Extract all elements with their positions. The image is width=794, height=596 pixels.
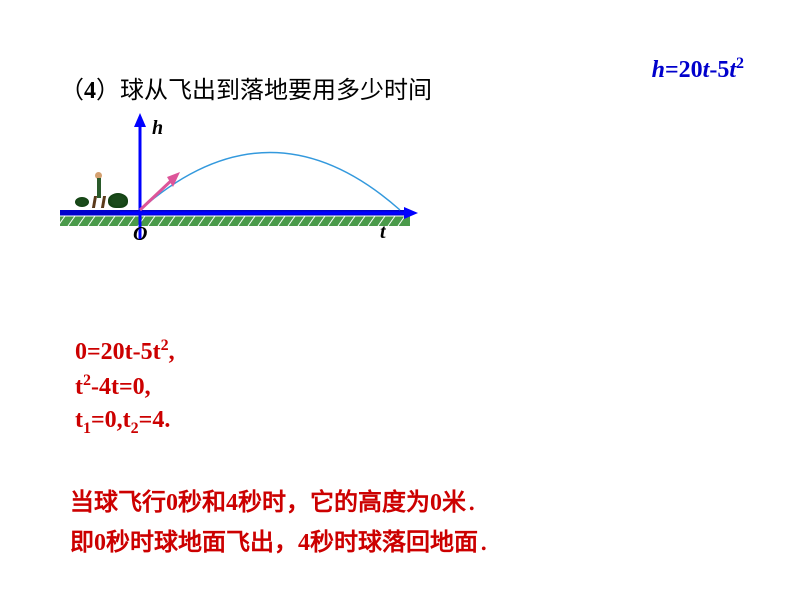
question-text: （4）球从飞出到落地要用多少时间: [60, 70, 432, 105]
a2n1: 0: [94, 530, 106, 556]
a1n2: 4: [226, 490, 238, 516]
calculation-block: 0=20t-5t2, t2-4t=0, t1=0,t2=4.: [75, 335, 175, 440]
t-axis-arrow: [404, 207, 418, 219]
q-num: 4: [84, 78, 96, 104]
ground-stripes: [60, 216, 410, 226]
answer-line-2: 即0秒时球地面飞出，4秒时球落回地面．: [70, 522, 502, 557]
launch-arrow-line: [140, 177, 175, 210]
a2n2: 4: [298, 530, 310, 556]
eq-minus: -5: [709, 57, 729, 83]
h-axis-label: h: [152, 117, 163, 140]
parabola-curve: [140, 153, 400, 211]
bush-icon: [108, 193, 128, 208]
trajectory-chart: h t O: [60, 105, 440, 255]
calc-line-1: 0=20t-5t2,: [75, 335, 175, 370]
eq-h: h: [652, 57, 665, 83]
eq-eq: =20: [665, 57, 703, 83]
c3b: =0,t: [91, 407, 131, 433]
c3c: =4.: [139, 407, 171, 433]
a1p1: 当球飞行: [70, 490, 166, 516]
c2b: -4t=0,: [91, 374, 151, 400]
c1a: 0=20t-5t: [75, 339, 161, 365]
a2dot: ．: [478, 530, 502, 556]
golfer-body: [97, 178, 101, 198]
a1p4: 米: [442, 490, 466, 516]
c3s2: 2: [131, 420, 139, 437]
c3a: t: [75, 407, 83, 433]
main-equation: h=20t-5t2: [652, 55, 744, 84]
h-axis-arrow: [134, 113, 146, 127]
c1sup: 2: [161, 337, 169, 354]
q-suffix: ）球从飞出到落地要用多少时间: [96, 78, 432, 104]
a1p3: 秒时，它的高度为: [238, 490, 430, 516]
c2sup: 2: [83, 372, 91, 389]
bush2-icon: [75, 197, 89, 207]
a1p2: 秒和: [178, 490, 226, 516]
golfer-legs: [92, 196, 106, 208]
calc-line-3: t1=0,t2=4.: [75, 404, 175, 440]
calc-line-2: t2-4t=0,: [75, 370, 175, 405]
a2p3: 秒时球落回地面: [310, 530, 478, 556]
t-axis-label: t: [380, 221, 386, 244]
a1n3: 0: [430, 490, 442, 516]
c2a: t: [75, 374, 83, 400]
a1dot: ．: [466, 490, 490, 516]
eq-sq: 2: [736, 55, 744, 72]
a2p1: 即: [70, 530, 94, 556]
eq-t2: t: [729, 57, 736, 83]
c3s1: 1: [83, 420, 91, 437]
q-prefix: （: [60, 78, 84, 104]
answer-line-1: 当球飞行0秒和4秒时，它的高度为0米．: [70, 482, 490, 517]
a2p2: 秒时球地面飞出，: [106, 530, 298, 556]
origin-label: O: [133, 223, 147, 246]
a1n1: 0: [166, 490, 178, 516]
c1b: ,: [169, 339, 175, 365]
